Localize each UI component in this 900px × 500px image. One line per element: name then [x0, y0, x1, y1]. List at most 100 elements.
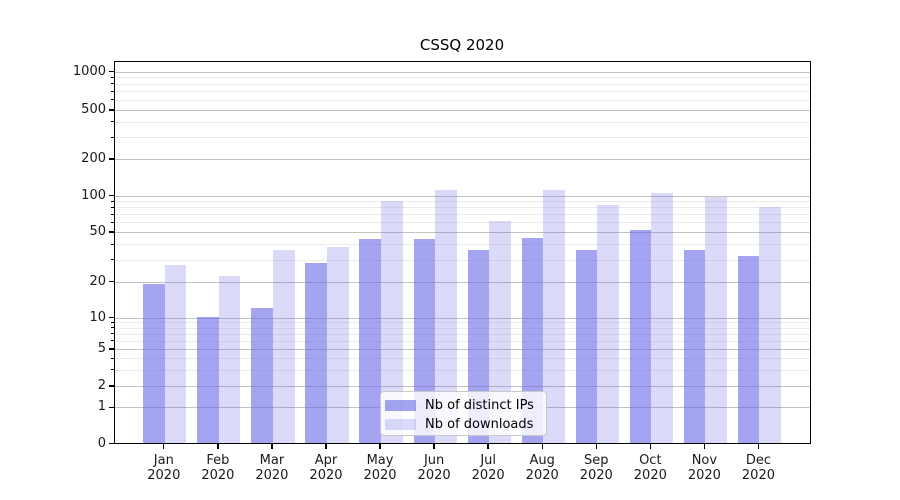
x-tick-label-dec: Dec 2020 [731, 453, 785, 483]
y-tick-mark-2 [109, 385, 114, 387]
x-tick-label-month: Apr [314, 453, 338, 468]
y-tick-label-0: 0 [97, 435, 106, 451]
x-tick-label-year: 2020 [687, 467, 721, 483]
bar-may-downloads [381, 201, 403, 444]
gridline-major-1000 [113, 71, 811, 73]
bar-sep-distinct-ips [575, 249, 598, 444]
x-tick-label-month: Sep [584, 453, 609, 468]
bar-jan-downloads [164, 265, 187, 444]
x-tick-label-month: Mar [259, 453, 285, 468]
y-tick-mark-1000 [109, 70, 114, 73]
y-tick-label-200: 200 [81, 151, 106, 166]
y-minor-tick-mark-6 [111, 340, 114, 342]
x-tick-label-apr: Apr 2020 [299, 453, 353, 483]
gridline-minor-4 [113, 358, 811, 359]
x-tick-label-feb: Feb 2020 [191, 453, 245, 483]
bar-sep-downloads [597, 205, 619, 444]
legend-label-ips: Nb of distinct IPs [425, 398, 534, 413]
x-tick-label-month: Jun [423, 453, 445, 468]
bar-mar-distinct-ips [251, 307, 273, 444]
y-tick-label-10: 10 [89, 309, 106, 325]
y-tick-label-100: 100 [81, 187, 106, 203]
gridline-minor-700 [113, 91, 811, 93]
x-tick-label-jul: Jul 2020 [461, 453, 515, 483]
y-minor-tick-mark-8 [111, 327, 114, 329]
y-tick-label-500: 500 [81, 102, 106, 117]
bar-aug-downloads [543, 190, 565, 444]
legend-label-downloads: Nb of downloads [425, 417, 534, 432]
gridline-minor-8 [113, 327, 811, 329]
y-minor-tick-mark-700 [111, 90, 114, 92]
gridline-minor-900 [113, 77, 811, 79]
x-tick-mark-oct [649, 444, 652, 449]
gridline-major-100 [113, 195, 811, 197]
bar-may-distinct-ips [359, 238, 382, 444]
gridline-major-10 [113, 317, 811, 319]
y-tick-mark-100 [109, 195, 114, 197]
legend: Nb of distinct IPs Nb of downloads [380, 391, 547, 436]
bar-dec-distinct-ips [737, 256, 760, 444]
x-tick-label-jan: Jan 2020 [137, 453, 191, 483]
gridline-minor-9 [113, 322, 811, 324]
y-minor-tick-mark-900 [111, 76, 114, 78]
y-tick-label-20: 20 [89, 273, 106, 289]
x-tick-mark-jan [163, 444, 165, 449]
y-tick-mark-20 [109, 281, 114, 283]
gridline-minor-3 [113, 369, 811, 371]
bar-jul-downloads [489, 221, 511, 444]
x-tick-label-jun: Jun 2020 [407, 453, 461, 483]
x-tick-mark-aug [541, 444, 543, 449]
x-tick-label-month: Jul [480, 453, 496, 468]
gridline-minor-600 [113, 99, 811, 101]
x-tick-label-year: 2020 [741, 467, 775, 483]
x-tick-label-mar: Mar 2020 [245, 453, 299, 483]
y-minor-tick-mark-7 [111, 333, 114, 335]
x-tick-mark-dec [757, 444, 760, 449]
x-tick-label-year: 2020 [255, 467, 289, 483]
gridline-minor-40 [113, 244, 811, 246]
y-minor-tick-mark-80 [111, 206, 114, 208]
legend-row-downloads: Nb of downloads [385, 415, 546, 434]
y-tick-mark-1 [109, 406, 114, 408]
plot-area [113, 61, 811, 444]
y-minor-tick-mark-800 [111, 83, 114, 85]
x-tick-label-nov: Nov 2020 [677, 453, 731, 483]
y-minor-tick-mark-3 [111, 369, 114, 371]
bar-nov-downloads [705, 197, 727, 444]
y-minor-tick-mark-70 [111, 213, 114, 215]
bar-feb-distinct-ips [197, 317, 219, 444]
x-tick-label-month: Nov [691, 453, 718, 468]
y-tick-mark-500 [109, 109, 114, 111]
x-tick-mark-mar [271, 444, 273, 449]
legend-swatch-downloads [385, 419, 416, 430]
bar-apr-distinct-ips [305, 263, 327, 444]
gridline-major-500 [113, 110, 811, 111]
x-tick-label-year: 2020 [363, 467, 397, 483]
gridline-minor-300 [113, 137, 811, 139]
y-minor-tick-mark-4 [111, 357, 114, 359]
x-tick-label-month: Dec [745, 453, 772, 468]
legend-row-ips: Nb of distinct IPs [385, 396, 546, 415]
gridline-minor-80 [113, 207, 811, 209]
x-tick-label-year: 2020 [471, 467, 505, 483]
y-tick-mark-50 [109, 231, 114, 233]
y-tick-label-1000: 1000 [72, 63, 106, 79]
x-tick-label-year: 2020 [309, 467, 343, 483]
x-tick-mark-jun [433, 444, 435, 449]
y-minor-tick-mark-9 [111, 321, 114, 323]
y-minor-tick-mark-400 [111, 121, 114, 123]
x-tick-label-year: 2020 [579, 467, 613, 483]
y-minor-tick-mark-600 [111, 99, 114, 101]
legend-swatch-ips [385, 400, 416, 411]
y-tick-label-2: 2 [97, 378, 106, 393]
x-tick-label-year: 2020 [417, 467, 451, 483]
x-tick-mark-feb [217, 444, 219, 449]
y-tick-label-1: 1 [97, 399, 106, 415]
x-tick-label-month: May [366, 453, 394, 468]
x-tick-mark-sep [595, 444, 597, 449]
y-minor-tick-mark-60 [111, 221, 114, 223]
y-minor-tick-mark-40 [111, 243, 114, 245]
gridline-major-5 [113, 349, 811, 350]
gridline-major-50 [113, 232, 811, 233]
gridline-minor-70 [113, 214, 811, 216]
